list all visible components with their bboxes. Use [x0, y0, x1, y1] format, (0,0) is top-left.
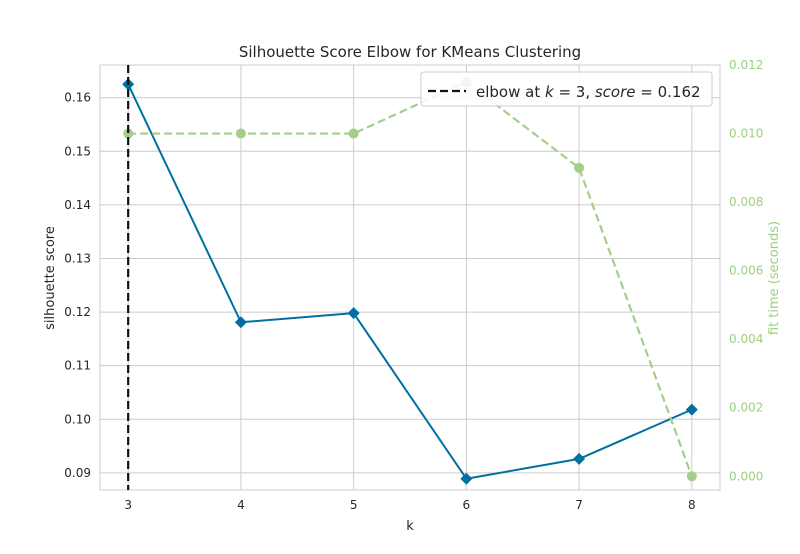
- fit-time-point: [686, 471, 697, 482]
- silhouette-score-line: [127, 83, 693, 480]
- y-ticks: 0.09 0.10 0.11 0.12 0.13 0.14 0.15 0.16: [64, 91, 91, 480]
- x-tick-label: 6: [463, 498, 471, 512]
- y-tick-label: 0.13: [64, 251, 91, 265]
- fit-time-point: [574, 162, 585, 173]
- y2-tick-label: 0.002: [729, 401, 763, 415]
- series-layer: [122, 65, 698, 490]
- y-tick-label: 0.09: [64, 466, 91, 480]
- silhouette-score-point: [685, 403, 698, 416]
- legend-box: [420, 71, 713, 107]
- y2-tick-label: 0.006: [729, 264, 763, 278]
- x-tick-label: 4: [237, 498, 245, 512]
- fit-time-line: [128, 81, 693, 477]
- y-axis-label: silhouette score: [43, 226, 58, 330]
- legend-prefix: elbow at: [476, 83, 545, 101]
- y2-tick-label: 0.000: [729, 469, 763, 483]
- y2-tick-label: 0.010: [729, 127, 763, 141]
- y2-axis-label: fit time (seconds): [767, 221, 782, 335]
- y-tick-label: 0.16: [64, 91, 91, 105]
- plot-frame: [99, 64, 721, 491]
- x-tick-label: 8: [688, 498, 696, 512]
- chart-title: Silhouette Score Elbow for KMeans Cluste…: [239, 43, 581, 61]
- legend-k-equals: = 3,: [554, 83, 595, 101]
- y-tick-label: 0.14: [64, 198, 91, 212]
- legend-k-symbol: k: [545, 83, 555, 101]
- fit-time-point: [235, 128, 246, 139]
- silhouette-score-point: [573, 452, 586, 465]
- x-tick-label: 7: [575, 498, 583, 512]
- y-tick-label: 0.12: [64, 305, 91, 319]
- legend-score-equals: = 0.162: [636, 83, 701, 101]
- legend: elbow at k = 3, score = 0.162: [420, 71, 713, 107]
- fit-time-point: [348, 128, 359, 139]
- x-tick-label: 3: [124, 498, 132, 512]
- fit-time-point: [123, 128, 134, 139]
- y-tick-label: 0.10: [64, 412, 91, 426]
- legend-elbow-label: elbow at k = 3, score = 0.162: [476, 83, 701, 101]
- silhouette-score-point: [347, 307, 360, 320]
- x-tick-label: 5: [350, 498, 358, 512]
- y2-tick-label: 0.008: [729, 195, 763, 209]
- silhouette-score-point: [460, 472, 473, 485]
- legend-score-symbol: score: [595, 83, 636, 101]
- y2-tick-label: 0.004: [729, 332, 763, 346]
- y-tick-label: 0.15: [64, 144, 91, 158]
- x-axis-label: k: [406, 519, 414, 534]
- y-tick-label: 0.11: [64, 359, 91, 373]
- x-ticks: 3 4 5 6 7 8: [124, 498, 695, 512]
- y2-tick-label: 0.012: [729, 58, 763, 72]
- y2-ticks: 0.000 0.002 0.004 0.006 0.008 0.010 0.012: [729, 58, 763, 483]
- silhouette-score-point: [234, 316, 247, 329]
